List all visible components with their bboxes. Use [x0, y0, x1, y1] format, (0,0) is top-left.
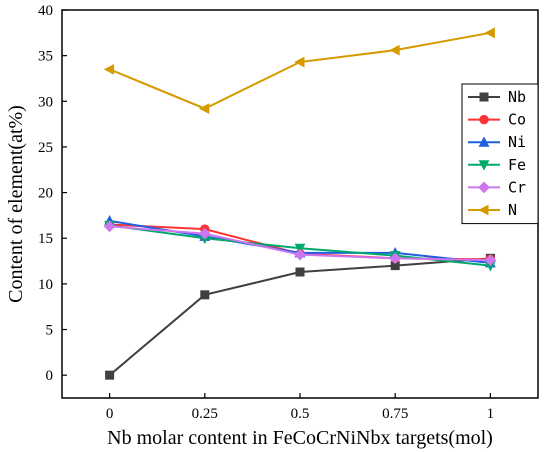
legend-label-nb: Nb: [508, 88, 526, 106]
data-point-cr: [294, 248, 306, 261]
y-tick-label: 35: [38, 49, 53, 65]
y-tick-label: 10: [38, 277, 53, 293]
x-axis-title: Nb molar content in FeCoCrNiNbx targets(…: [107, 427, 493, 449]
legend-marker-co: [479, 114, 489, 125]
data-point-cr: [103, 220, 116, 233]
x-tick-label: 1: [487, 406, 495, 422]
data-point-fe: [485, 261, 496, 272]
legend-marker-ni: [478, 136, 490, 147]
data-point-nb: [200, 290, 210, 300]
x-tick-label: 0.25: [192, 406, 218, 422]
y-axis-title: Content of element(at%): [5, 105, 27, 303]
legend-label-co: Co: [508, 111, 526, 129]
legend-label-fe: Fe: [508, 156, 526, 174]
data-point-n: [103, 63, 115, 75]
data-point-nb: [105, 370, 115, 380]
data-point-cr: [198, 227, 211, 240]
y-tick-label: 40: [38, 3, 53, 19]
x-tick-label: 0.75: [382, 406, 408, 422]
data-point-n: [198, 103, 210, 114]
x-tick-label: 0: [106, 406, 114, 422]
legend-box: [461, 83, 539, 225]
series-line-n: [109, 31, 491, 110]
y-tick-label: 30: [38, 94, 53, 110]
data-point-nb: [390, 261, 400, 271]
legend-marker-nb: [479, 92, 489, 102]
legend-marker-fe: [478, 160, 490, 171]
data-point-nb: [295, 267, 305, 277]
legend-marker-cr: [478, 181, 490, 194]
legend-label-cr: Cr: [508, 178, 526, 196]
legend-marker-n: [478, 204, 489, 216]
y-tick-label: 25: [38, 140, 53, 156]
y-tick-label: 15: [38, 231, 53, 247]
y-tick-label: 5: [46, 323, 54, 339]
y-tick-label: 0: [46, 368, 54, 384]
data-point-cr: [484, 254, 497, 266]
data-point-n: [389, 44, 400, 56]
data-point-cr: [389, 252, 402, 265]
data-point-n: [484, 27, 495, 39]
x-tick-label: 0.5: [291, 406, 310, 422]
y-tick-label: 20: [38, 186, 53, 202]
legend-label-ni: Ni: [508, 133, 526, 151]
legend-label-n: N: [508, 201, 517, 219]
data-point-n: [294, 56, 305, 68]
